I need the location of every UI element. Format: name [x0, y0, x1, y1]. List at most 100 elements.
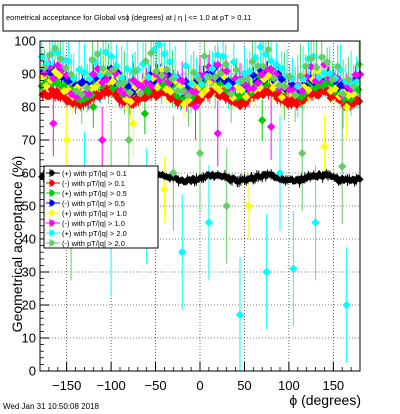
data-point	[277, 64, 286, 73]
data-point	[293, 82, 302, 91]
data-point	[169, 168, 178, 178]
data-point	[125, 88, 134, 97]
data-point	[330, 84, 340, 93]
data-point	[138, 59, 148, 69]
data-point	[204, 62, 214, 72]
y-tick-label: 80	[22, 100, 36, 115]
data-point	[117, 73, 126, 83]
data-point	[303, 174, 311, 182]
legend-marker	[48, 209, 56, 217]
data-point	[264, 45, 273, 54]
data-point	[204, 218, 214, 227]
title-box	[2, 4, 299, 32]
data-point	[184, 91, 193, 100]
data-point	[131, 86, 141, 95]
data-point	[244, 84, 254, 93]
data-point	[50, 91, 60, 100]
data-point	[90, 83, 100, 92]
data-point	[349, 82, 358, 91]
x-tick-label: 50	[237, 378, 251, 393]
data-point	[130, 66, 140, 76]
data-point	[96, 71, 105, 80]
data-point	[311, 218, 320, 227]
data-point	[218, 52, 228, 61]
data-point	[306, 54, 316, 63]
data-point	[111, 69, 120, 78]
data-point	[292, 100, 302, 109]
data-point	[275, 168, 285, 178]
data-point	[208, 64, 217, 73]
x-tick-label: −100	[96, 378, 125, 393]
data-point	[42, 81, 51, 91]
data-point	[237, 86, 246, 95]
data-point	[232, 65, 241, 75]
data-point	[101, 48, 110, 57]
data-point	[228, 93, 238, 102]
data-point	[42, 59, 52, 69]
data-point	[49, 88, 58, 97]
data-point	[205, 72, 214, 82]
data-point	[40, 68, 49, 78]
y-tick-label: 40	[22, 232, 36, 247]
legend-label: (-) with pT/|q| > 1.0	[62, 219, 125, 228]
legend-marker	[48, 189, 56, 197]
data-point	[155, 75, 165, 85]
data-point	[140, 83, 150, 93]
data-point	[268, 83, 278, 93]
data-point	[144, 88, 153, 97]
axis-ticks	[39, 40, 361, 372]
data-point	[306, 62, 316, 71]
data-point	[75, 101, 85, 110]
data-point	[72, 86, 81, 96]
data-point	[200, 52, 209, 61]
data-point	[195, 149, 205, 158]
data-point	[93, 64, 102, 73]
data-point	[90, 57, 100, 67]
data-point	[215, 86, 224, 95]
data-point	[45, 91, 54, 100]
data-point	[285, 72, 294, 81]
y-tick-label: 10	[22, 331, 36, 346]
data-point	[53, 61, 62, 70]
data-point	[256, 42, 265, 52]
data-point	[315, 170, 323, 178]
data-point	[45, 50, 54, 60]
y-tick-label: 50	[22, 199, 36, 214]
data-point	[64, 56, 73, 66]
data-point	[248, 57, 257, 66]
data-point	[138, 82, 147, 91]
data-point	[154, 40, 164, 49]
data-point	[320, 68, 329, 77]
data-point	[250, 53, 260, 63]
data-point	[129, 76, 138, 85]
data-point	[111, 89, 120, 99]
data-point	[50, 67, 60, 76]
data-point	[66, 70, 76, 79]
data-point	[160, 49, 169, 59]
data-point	[186, 94, 196, 103]
data-point	[186, 79, 196, 89]
data-point	[222, 66, 231, 76]
data-point	[179, 100, 189, 109]
data-point	[55, 80, 64, 89]
x-tick-label: 0	[196, 378, 203, 393]
data-point	[299, 176, 307, 184]
data-point	[261, 50, 270, 59]
legend-marker	[48, 199, 56, 207]
data-point	[153, 83, 162, 92]
data-point	[146, 48, 156, 58]
data-point	[93, 49, 102, 59]
data-point	[69, 74, 78, 83]
legend-marker	[48, 239, 56, 247]
data-point	[342, 102, 351, 112]
data-point	[82, 83, 92, 93]
data-point	[326, 93, 335, 102]
data-point	[148, 74, 158, 83]
data-point	[52, 86, 62, 96]
data-point	[170, 72, 180, 82]
data-point	[129, 119, 138, 128]
legend-box	[43, 165, 159, 249]
data-point	[115, 85, 125, 94]
data-point	[77, 90, 86, 99]
data-point	[229, 57, 238, 67]
